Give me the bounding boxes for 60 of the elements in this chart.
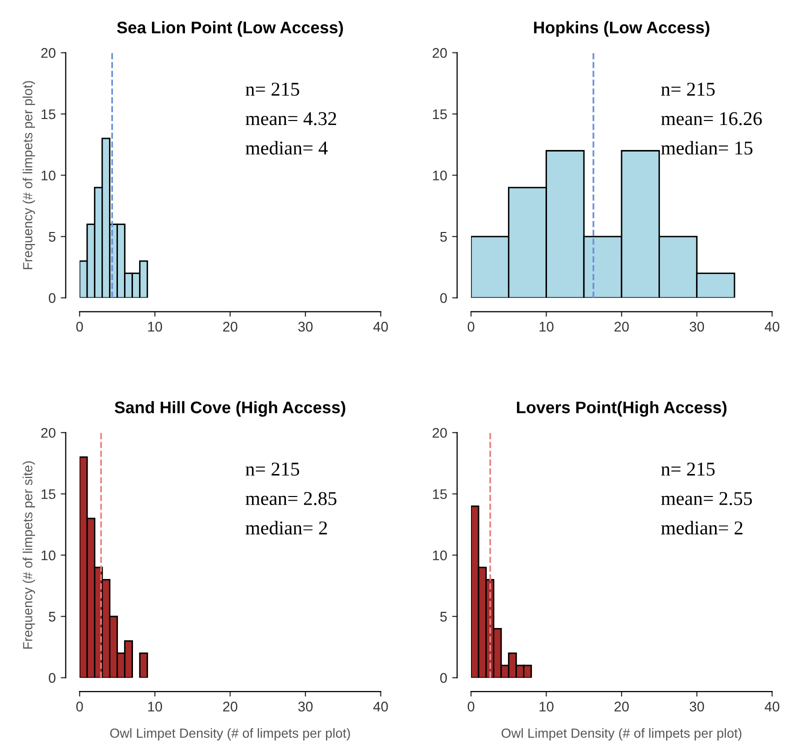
y-tick-label: 5 xyxy=(48,612,56,622)
y-tick-label: 20 xyxy=(41,48,56,58)
annotation: median= 2 xyxy=(246,520,327,535)
x-tick-label: 10 xyxy=(148,322,162,332)
chart-title: Sea Lion Point (Low Access) xyxy=(117,21,343,37)
x-tick-label: 30 xyxy=(298,322,313,332)
x-tick-label: 20 xyxy=(614,322,629,332)
x-tick-label: 0 xyxy=(76,322,83,332)
x-tick-label: 20 xyxy=(614,702,629,712)
y-tick-label: 15 xyxy=(42,109,56,120)
y-tick-label: 5 xyxy=(440,612,447,622)
y-tick-label: 20 xyxy=(432,48,447,58)
y-tick-label: 0 xyxy=(48,293,56,303)
annotation: n= 215 xyxy=(661,82,715,96)
y-tick-label: 10 xyxy=(433,550,447,560)
x-tick-label: 40 xyxy=(764,322,780,332)
annotation: median= 2 xyxy=(661,520,742,535)
annotation: median= 15 xyxy=(661,140,752,155)
x-tick-label: 30 xyxy=(690,702,704,712)
annotation: mean= 2.85 xyxy=(246,492,336,506)
annotation: mean= 2.55 xyxy=(661,492,752,506)
chart-title: Hopkins (Low Access) xyxy=(534,21,710,37)
x-axis-title: Owl Limpet Density (# of limpets per plot) xyxy=(110,728,350,740)
chart-title: Lovers Point(High Access) xyxy=(516,401,726,417)
x-tick-label: 40 xyxy=(764,702,780,712)
y-tick-label: 5 xyxy=(440,232,447,242)
x-tick-label: 30 xyxy=(690,322,704,332)
x-tick-label: 0 xyxy=(468,322,474,332)
x-tick-label: 40 xyxy=(373,702,388,712)
x-tick-label: 40 xyxy=(373,322,388,332)
x-tick-label: 0 xyxy=(468,702,474,712)
y-tick-label: 0 xyxy=(440,293,447,303)
y-tick-label: 10 xyxy=(42,170,56,180)
y-tick-label: 20 xyxy=(41,428,56,438)
y-tick-label: 20 xyxy=(432,428,447,438)
x-tick-label: 20 xyxy=(223,322,238,332)
annotation: n= 215 xyxy=(246,82,300,96)
y-axis-title: Frequency (# of limpets per plot) xyxy=(22,81,35,270)
x-tick-label: 10 xyxy=(540,702,554,712)
y-tick-label: 10 xyxy=(42,550,56,560)
x-tick-label: 20 xyxy=(223,702,238,712)
y-tick-label: 5 xyxy=(48,232,56,242)
annotation: n= 215 xyxy=(246,462,300,476)
annotation: n= 215 xyxy=(661,462,715,476)
chart-title: Sand Hill Cove (High Access) xyxy=(114,401,346,417)
annotation: median= 4 xyxy=(246,140,328,155)
x-axis-title: Owl Limpet Density (# of limpets per plot) xyxy=(502,728,742,740)
y-tick-label: 15 xyxy=(433,109,447,120)
y-tick-label: 15 xyxy=(42,489,56,500)
x-tick-label: 10 xyxy=(540,322,554,332)
annotation: mean= 16.26 xyxy=(661,112,762,126)
x-tick-label: 30 xyxy=(298,702,313,712)
x-tick-label: 10 xyxy=(148,702,162,712)
annotation: mean= 4.32 xyxy=(246,112,336,126)
y-tick-label: 0 xyxy=(440,673,447,683)
y-tick-label: 15 xyxy=(433,489,447,500)
y-axis-title: Frequency (# of limpets per site) xyxy=(22,461,35,649)
y-tick-label: 0 xyxy=(48,673,56,683)
y-tick-label: 10 xyxy=(433,170,447,180)
x-tick-label: 0 xyxy=(76,702,83,712)
